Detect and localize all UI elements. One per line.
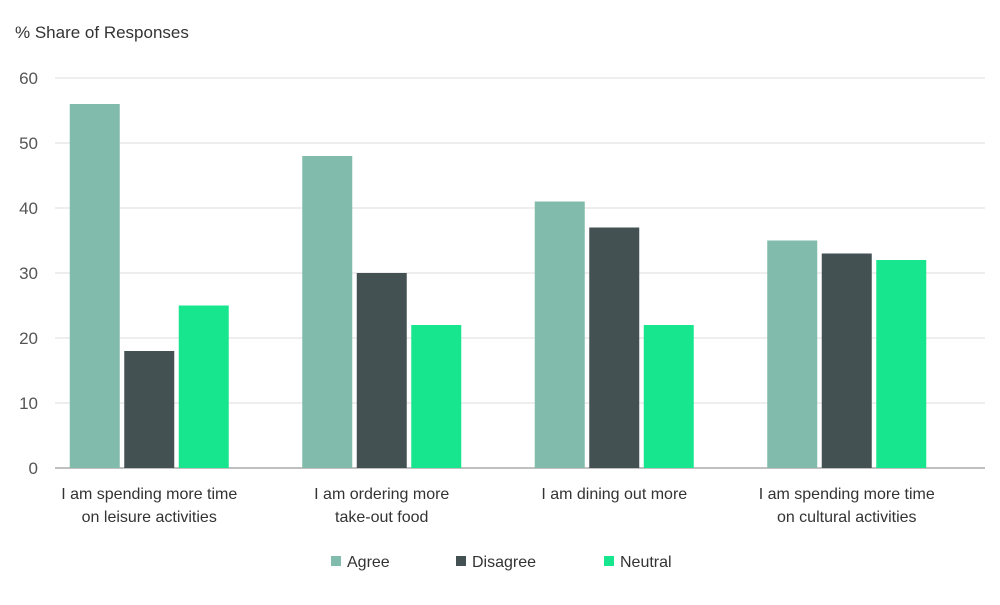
- legend-swatch-disagree: [456, 556, 466, 566]
- x-category-label: I am spending more time on leisure activi…: [61, 486, 237, 526]
- legend: Agree Disagree Neutral: [331, 554, 672, 571]
- x-category-label: I am dining out more: [541, 486, 687, 503]
- legend-swatch-neutral: [604, 556, 614, 566]
- bar-agree: [767, 240, 818, 468]
- bar-disagree: [124, 351, 175, 468]
- bar-neutral: [178, 305, 229, 468]
- legend-swatch-agree: [331, 556, 341, 566]
- x-axis-labels: I am spending more time on leisure activi…: [61, 486, 935, 526]
- y-tick-label: 60: [19, 69, 38, 88]
- bar-disagree: [821, 253, 872, 468]
- y-tick-label: 0: [29, 459, 38, 478]
- bar-disagree: [589, 227, 640, 468]
- x-category-label: I am spending more time on cultural activ…: [759, 486, 935, 526]
- bar-disagree: [356, 273, 407, 468]
- bar-agree: [302, 156, 353, 468]
- y-tick-label: 10: [19, 394, 38, 413]
- y-tick-label: 30: [19, 264, 38, 283]
- y-tick-label: 50: [19, 134, 38, 153]
- legend-label-neutral: Neutral: [620, 554, 672, 571]
- bar-neutral: [411, 325, 462, 468]
- bar-agree: [534, 201, 585, 468]
- legend-label-agree: Agree: [347, 554, 390, 571]
- y-tick-label: 20: [19, 329, 38, 348]
- bars: [69, 104, 927, 468]
- bar-agree: [69, 104, 120, 468]
- y-axis-label: % Share of Responses: [15, 23, 189, 42]
- y-tick-label: 40: [19, 199, 38, 218]
- x-category-label: I am ordering more take-out food: [314, 486, 449, 526]
- y-axis-ticks: 0 10 20 30 40 50 60: [19, 69, 38, 478]
- bar-neutral: [876, 260, 927, 468]
- legend-label-disagree: Disagree: [472, 554, 536, 571]
- bar-neutral: [643, 325, 694, 468]
